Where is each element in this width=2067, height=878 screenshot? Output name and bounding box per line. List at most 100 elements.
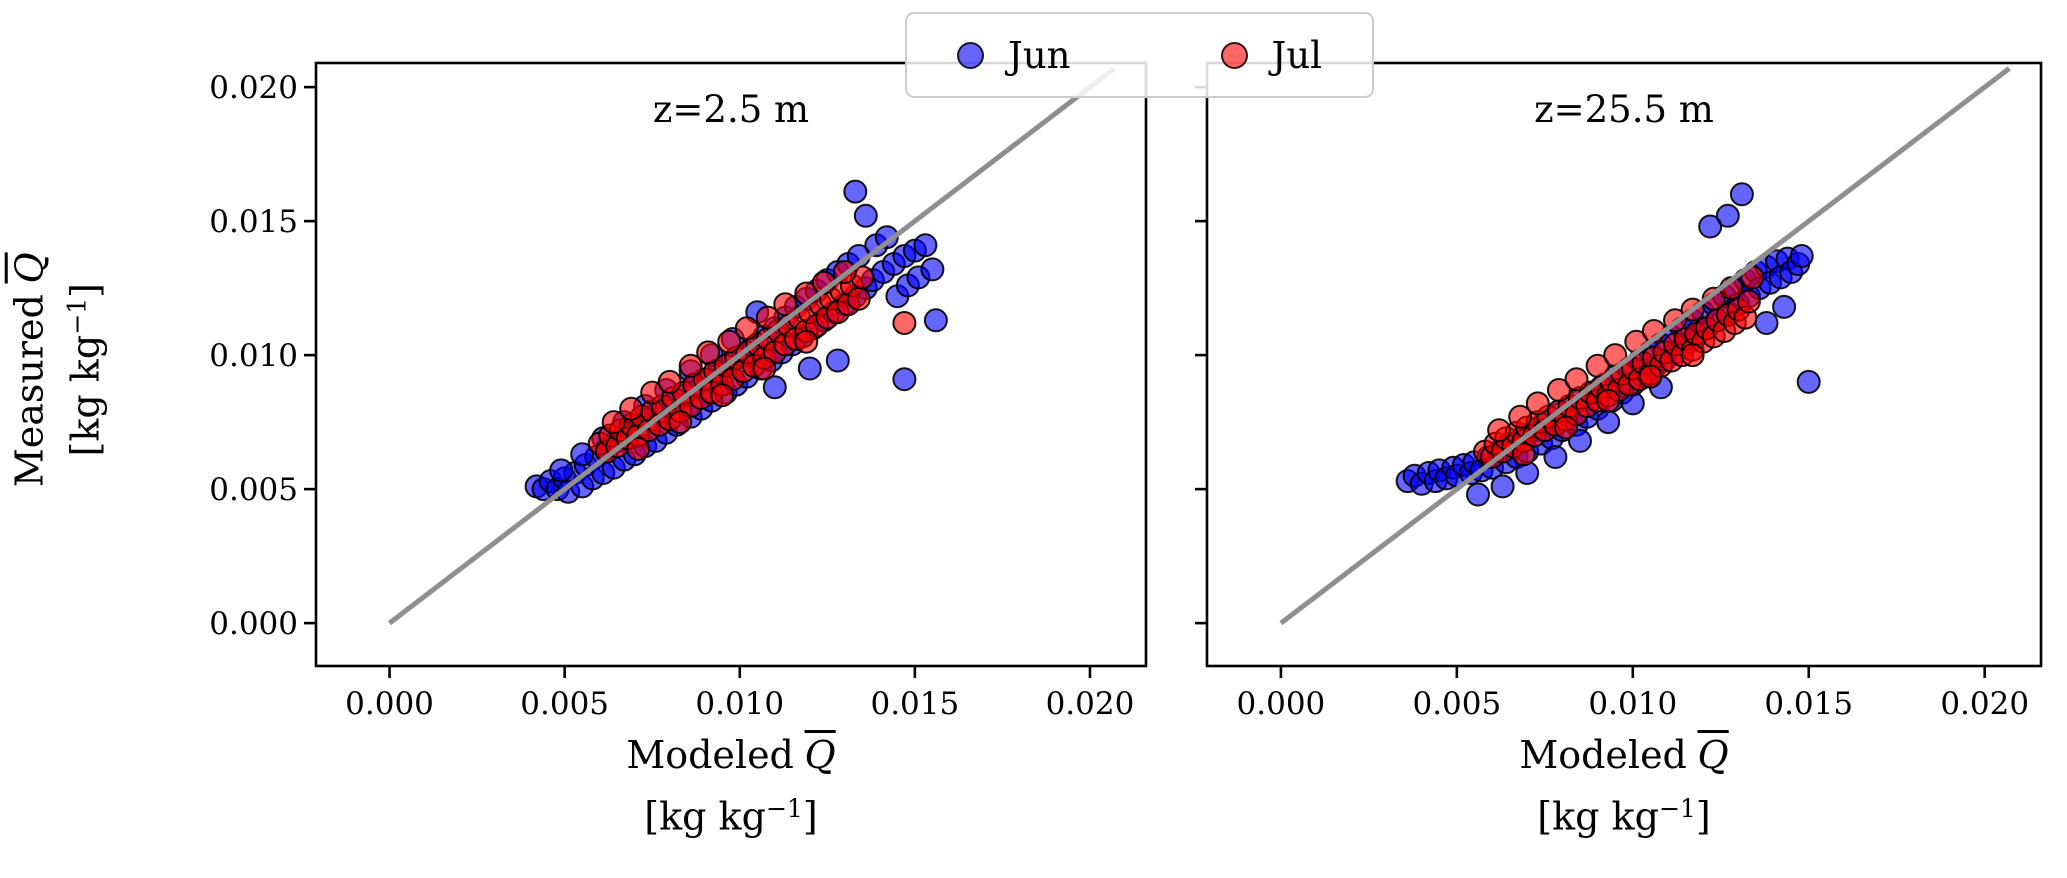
data-point [1715,203,1740,228]
data-point [1729,182,1754,207]
x-tick-label: 0.010 [1588,686,1677,722]
data-point [1564,367,1589,392]
data-point [773,292,798,317]
legend-label-jun: Jun [1008,33,1071,77]
data-point [843,179,868,204]
units-superscript: −1 [1658,794,1696,823]
x-axis-word: Modeled [1519,733,1687,777]
data-point [549,458,574,483]
x-tick-label: 0.000 [1237,686,1326,722]
units-open: [kg kg [63,334,108,457]
data-point [1487,418,1512,443]
data-point [734,316,759,341]
data-point [846,286,871,311]
units-close: ] [1695,794,1711,839]
data-point [1638,364,1663,389]
panel-0: 0.000 0.005 0.010 0.015 0.020 0.000 0.005 0.010… [209,61,1148,722]
q-symbol: Q [804,733,836,777]
data-point [1754,311,1779,335]
data-point [657,369,682,394]
x-tick-label: 0.005 [1412,686,1501,722]
data-point [626,436,651,461]
units-close: ] [63,283,108,298]
data-point [1508,404,1533,429]
panel-annotation-left: z=2.5 m [652,88,810,131]
data-point [892,367,917,392]
series-jun [1395,182,1821,507]
series-jul [1473,265,1765,469]
data-point [601,410,626,435]
axes-spines [314,61,1148,668]
x-tick-label: 0.015 [1764,686,1853,722]
data-point [710,383,735,408]
data-point [1585,353,1610,378]
data-point [1511,442,1536,467]
units-close: ] [802,794,818,839]
x-axis-label-line1: Modeled Q [1207,728,2041,782]
y-axis-word: Measured [7,294,52,488]
x-tick-label: 0.020 [1046,686,1135,722]
x-axis-word: Modeled [626,733,794,777]
data-point [1789,244,1814,268]
data-point [1680,343,1705,368]
data-point [1543,445,1568,469]
units-open: [kg kg [644,794,766,839]
units-superscript: −1 [62,297,92,335]
y-tick-label: 0.010 [209,338,298,374]
legend-entry-jun: Jun [957,34,1071,77]
y-axis-label: Measured Q [kg kg−1] [6,68,110,671]
data-point [892,311,917,335]
data-point [619,396,644,421]
jun-marker-icon [957,41,984,69]
data-point [797,356,822,381]
panel-1: 0.000 0.005 0.010 0.015 0.020 [1195,61,2043,722]
data-point [678,353,703,378]
data-point [640,380,665,405]
data-point [1772,294,1797,319]
units-open: [kg kg [1537,794,1659,839]
data-point [1553,415,1578,440]
data-point [762,375,787,400]
data-point [1698,214,1723,239]
x-axis-units: [kg kg−1] [1207,782,2041,844]
data-point [668,410,693,435]
data-point [1736,289,1761,314]
units-superscript: −1 [765,794,803,823]
data-point [717,329,742,354]
x-tick-label: 0.015 [870,686,959,722]
data-point [696,340,721,365]
data-point [920,257,945,282]
data-point [755,305,780,330]
data-point [570,442,595,467]
y-tick-label: 0.020 [209,70,298,106]
y-tick-label: 0.005 [209,472,298,508]
data-point [1796,369,1821,394]
x-tick-label: 0.005 [520,686,609,722]
jul-marker-icon [1220,41,1248,69]
x-axis-units: [kg kg−1] [316,782,1146,844]
data-point [1596,388,1621,413]
data-point [1490,474,1515,499]
data-point [794,329,819,354]
q-symbol: Q [1697,733,1729,777]
x-axis-label-right: Modeled Q [kg kg−1] [1207,728,2041,844]
x-tick-label: 0.010 [695,686,784,722]
data-point [923,308,948,333]
y-tick-label: 0.015 [209,204,298,240]
data-point [752,356,777,381]
y-axis-label-line1: Measured Q [6,68,54,671]
identity-line [1279,66,2011,626]
identity-line [388,66,1117,626]
data-point [825,348,850,373]
data-point [853,203,878,228]
data-point [1466,482,1490,507]
panel-annotation-right: z=25.5 m [1534,88,1714,131]
data-point [913,233,938,258]
x-axis-label-left: Modeled Q [kg kg−1] [316,728,1146,844]
data-point [1525,391,1550,416]
legend: Jun Jul [905,12,1374,98]
x-axis-label-line1: Modeled Q [316,728,1146,782]
legend-label-jul: Jul [1271,33,1323,77]
